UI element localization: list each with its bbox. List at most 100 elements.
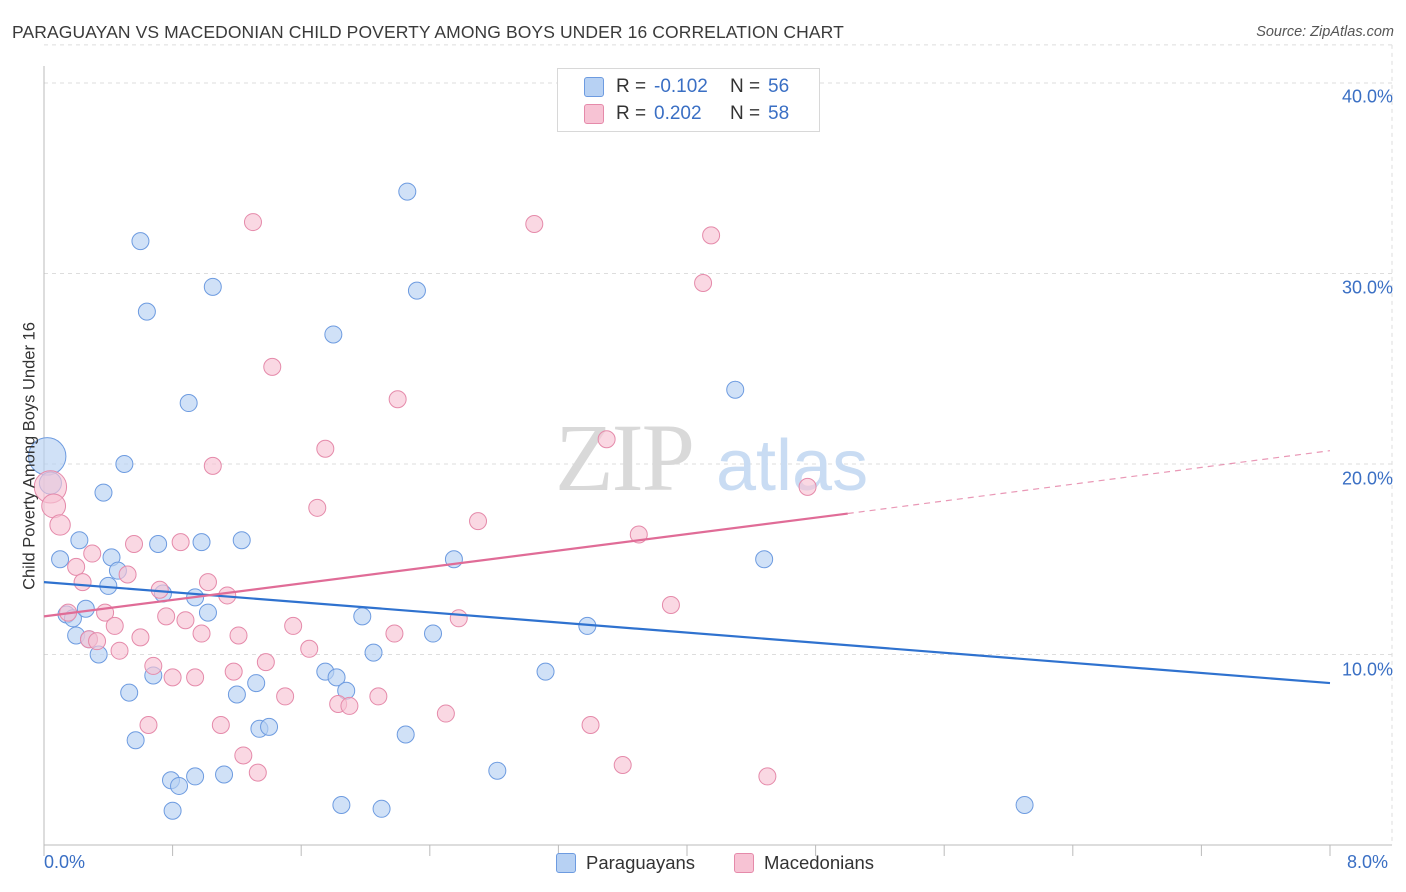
data-point-macedonians bbox=[276, 687, 295, 706]
data-point-macedonians bbox=[525, 214, 544, 233]
data-point-paraguayans bbox=[324, 325, 343, 344]
chart-title: PARAGUAYAN VS MACEDONIAN CHILD POVERTY A… bbox=[12, 22, 844, 42]
data-point-macedonians bbox=[469, 512, 488, 531]
data-point-macedonians bbox=[234, 746, 253, 765]
data-point-macedonians bbox=[436, 704, 455, 723]
data-point-macedonians bbox=[88, 632, 107, 651]
y-tick-label-30: 30.0% bbox=[1341, 277, 1393, 298]
data-point-paraguayans bbox=[755, 550, 774, 569]
legend-r-label: R = bbox=[616, 76, 647, 97]
data-point-macedonians bbox=[300, 639, 319, 658]
data-point-macedonians bbox=[340, 696, 359, 715]
bottom-legend-swatch-blue bbox=[556, 853, 576, 873]
data-point-macedonians bbox=[118, 565, 137, 584]
data-point-paraguayans bbox=[332, 795, 351, 814]
data-point-macedonians bbox=[308, 498, 327, 517]
data-point-macedonians bbox=[83, 544, 102, 563]
data-point-paraguayans bbox=[51, 550, 70, 569]
data-point-macedonians bbox=[263, 357, 282, 376]
data-point-paraguayans bbox=[94, 483, 113, 502]
data-point-macedonians bbox=[125, 535, 144, 554]
bottom-legend-swatch-pink bbox=[734, 853, 754, 873]
data-point-paraguayans bbox=[131, 232, 150, 251]
data-point-macedonians bbox=[186, 668, 205, 687]
data-point-macedonians bbox=[243, 213, 262, 232]
data-point-paraguayans bbox=[232, 531, 251, 550]
data-point-macedonians bbox=[105, 616, 124, 635]
legend-r-value: 0.202 bbox=[654, 103, 702, 124]
data-point-macedonians bbox=[248, 763, 267, 782]
y-tick-label-40: 40.0% bbox=[1341, 86, 1393, 107]
data-point-macedonians bbox=[758, 767, 777, 786]
data-point-macedonians bbox=[449, 609, 468, 628]
watermark-zip: ZIP bbox=[555, 404, 693, 511]
data-point-paraguayans bbox=[407, 281, 426, 300]
legend-row-paraguayans: R = -0.102 N = 56 bbox=[584, 75, 789, 99]
data-point-paraguayans bbox=[1015, 795, 1034, 814]
y-tick-label-10: 10.0% bbox=[1341, 659, 1393, 680]
x-tick-label-min: 0.0% bbox=[44, 852, 86, 872]
data-point-macedonians bbox=[224, 662, 243, 681]
data-point-paraguayans bbox=[488, 761, 507, 780]
bottom-legend-label: Macedonians bbox=[764, 852, 875, 873]
bottom-legend-macedonians: Macedonians bbox=[734, 852, 874, 874]
legend-n-value: 56 bbox=[768, 76, 790, 97]
legend-swatch-blue bbox=[584, 77, 604, 97]
data-point-paraguayans bbox=[424, 624, 443, 643]
data-point-macedonians bbox=[144, 656, 163, 675]
data-point-macedonians bbox=[198, 573, 217, 592]
data-point-macedonians bbox=[385, 624, 404, 643]
y-axis-label: Child Poverty Among Boys Under 16 bbox=[20, 322, 39, 590]
data-point-macedonians bbox=[581, 715, 600, 734]
data-point-macedonians bbox=[388, 390, 407, 409]
data-point-macedonians bbox=[613, 755, 632, 774]
bottom-legend-paraguayans: Paraguayans bbox=[556, 852, 695, 874]
data-point-macedonians bbox=[798, 477, 817, 496]
data-point-paraguayans bbox=[247, 674, 266, 693]
data-point-macedonians bbox=[694, 274, 713, 293]
data-point-macedonians bbox=[229, 626, 248, 645]
data-point-macedonians bbox=[203, 456, 222, 475]
data-point-macedonians bbox=[163, 668, 182, 687]
data-point-paraguayans bbox=[396, 725, 415, 744]
data-point-paraguayans bbox=[126, 731, 145, 750]
data-point-paraguayans bbox=[215, 765, 234, 784]
data-point-macedonians bbox=[131, 628, 150, 647]
bottom-legend-label: Paraguayans bbox=[586, 852, 696, 873]
data-point-paraguayans bbox=[536, 662, 555, 681]
data-point-paraguayans bbox=[203, 277, 222, 296]
data-point-macedonians bbox=[192, 624, 211, 643]
data-point-macedonians bbox=[41, 493, 67, 519]
data-point-macedonians bbox=[702, 226, 721, 245]
data-point-paraguayans bbox=[186, 767, 205, 786]
legend-row-macedonians: R = 0.202 N = 58 bbox=[584, 102, 789, 126]
data-point-paraguayans bbox=[120, 683, 139, 702]
trend-line-macedonians bbox=[43, 512, 848, 618]
data-point-macedonians bbox=[284, 616, 303, 635]
data-point-paraguayans bbox=[70, 531, 89, 550]
source-label: Source: ZipAtlas.com bbox=[1256, 24, 1394, 40]
data-point-paraguayans bbox=[198, 603, 217, 622]
trend-line-paraguayans bbox=[43, 581, 1331, 685]
legend-r-value: -0.102 bbox=[654, 76, 708, 97]
data-point-macedonians bbox=[176, 611, 195, 630]
watermark-atlas: atlas bbox=[716, 426, 868, 506]
data-point-macedonians bbox=[256, 653, 275, 672]
data-point-paraguayans bbox=[192, 533, 211, 552]
data-point-macedonians bbox=[157, 607, 176, 626]
trend-line-extension-macedonians bbox=[847, 450, 1331, 515]
correlation-legend: R = -0.102 N = 56 R = 0.202 N = 58 bbox=[557, 68, 820, 132]
data-point-macedonians bbox=[661, 595, 680, 614]
legend-r-label: R = bbox=[616, 103, 647, 124]
data-point-macedonians bbox=[73, 573, 92, 592]
data-point-paraguayans bbox=[353, 607, 372, 626]
data-point-macedonians bbox=[369, 687, 388, 706]
data-point-paraguayans bbox=[260, 717, 279, 736]
data-point-macedonians bbox=[597, 430, 616, 449]
y-tick-label-20: 20.0% bbox=[1341, 468, 1393, 489]
data-point-paraguayans bbox=[76, 599, 95, 618]
data-point-paraguayans bbox=[372, 799, 391, 818]
data-point-paraguayans bbox=[179, 394, 198, 413]
data-point-paraguayans bbox=[327, 668, 346, 687]
